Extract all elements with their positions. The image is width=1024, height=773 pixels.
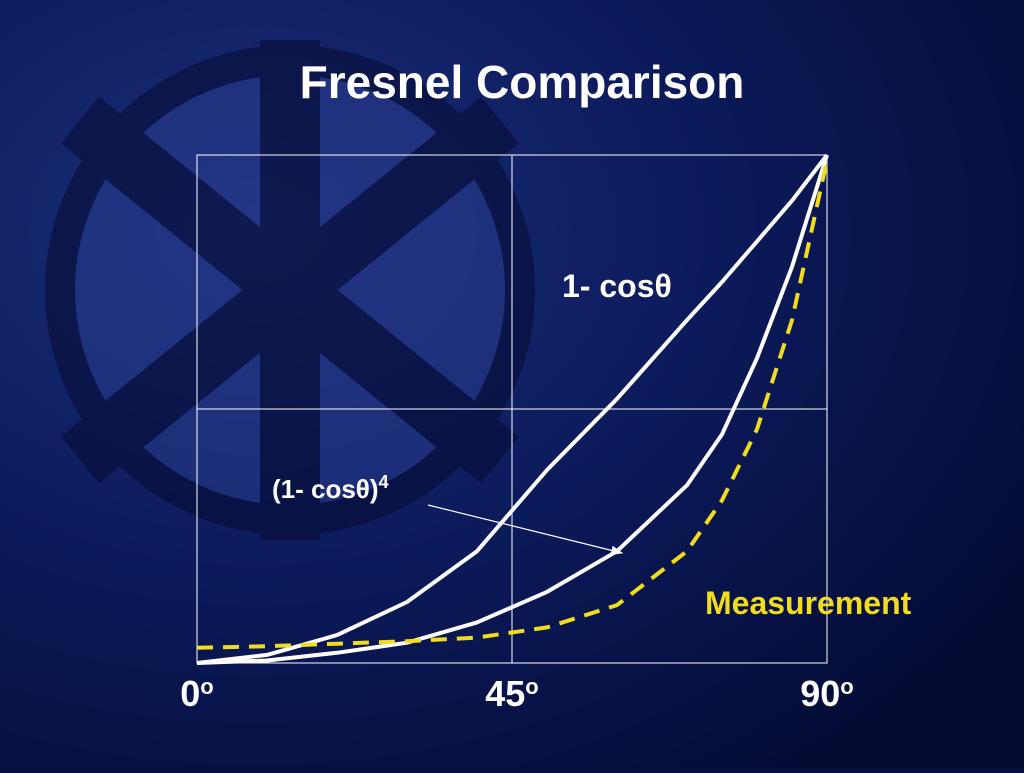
- x-tick-label: 90o: [800, 673, 854, 714]
- series-name: (1- cosθ): [272, 474, 379, 504]
- x-tick-value: 90: [800, 673, 840, 714]
- label-arrow: [427, 504, 624, 556]
- x-tick-unit: o: [200, 674, 213, 699]
- x-tick-unit: o: [525, 674, 538, 699]
- logo-decoration: [45, 40, 535, 540]
- series-label: 1- cosθ: [562, 268, 672, 304]
- series-line: [196, 153, 829, 665]
- x-tick-value: 0: [180, 673, 200, 714]
- x-tick-label: 45o: [485, 673, 539, 714]
- slide-title: Fresnel Comparison: [300, 56, 745, 108]
- x-tick-value: 45: [485, 673, 525, 714]
- series-label: Measurement: [705, 585, 912, 621]
- x-tick-label: 0o: [180, 673, 213, 714]
- series-label: (1- cosθ)4: [272, 472, 390, 504]
- series-name: Measurement: [705, 585, 912, 621]
- series-name: 1- cosθ: [562, 268, 672, 304]
- x-tick-unit: o: [840, 674, 853, 699]
- series-name-superscript: 4: [379, 472, 390, 492]
- series-line: [196, 154, 829, 665]
